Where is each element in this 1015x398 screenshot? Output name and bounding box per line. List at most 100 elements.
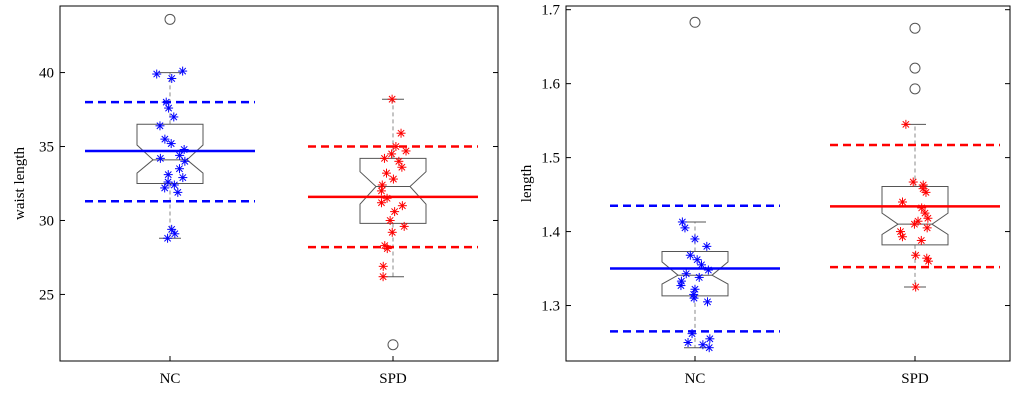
- waist-length-spd-data-point: [391, 142, 401, 152]
- waist-length-nc-data-point: [167, 73, 177, 83]
- asterisk-stroke: [688, 330, 696, 338]
- length-nc-data-point: [687, 329, 697, 339]
- length-nc-data-point: [698, 340, 708, 350]
- asterisk-stroke: [377, 187, 385, 195]
- asterisk-stroke: [179, 67, 187, 75]
- waist-length-nc-data-point: [174, 164, 184, 174]
- length-spd-data-point: [897, 232, 907, 242]
- waist-length-spd-data-point: [390, 207, 400, 217]
- asterisk-stroke: [912, 283, 920, 291]
- asterisk-stroke: [180, 145, 188, 153]
- asterisk-stroke: [168, 225, 176, 233]
- asterisk-stroke: [379, 262, 387, 270]
- asterisk-stroke: [400, 222, 408, 230]
- waist-length-spd-data-point: [387, 227, 397, 237]
- asterisk-stroke: [386, 216, 394, 224]
- waist-length-nc-outlier: [164, 13, 176, 25]
- waist-length-spd-data-point: [376, 186, 386, 196]
- waist-length-spd-data-point: [378, 261, 388, 271]
- waist-length-nc-data-point: [163, 233, 173, 243]
- asterisk-stroke: [699, 341, 707, 349]
- asterisk-stroke: [388, 150, 396, 158]
- waist-length-nc-data-point: [160, 134, 170, 144]
- waist-length-spd-xtick-label: SPD: [379, 371, 407, 387]
- asterisk-stroke: [917, 236, 925, 244]
- asterisk-stroke: [398, 163, 406, 171]
- waist-length-nc-data-point: [155, 121, 165, 131]
- asterisk-stroke: [910, 220, 918, 228]
- asterisk-stroke: [170, 181, 178, 189]
- length-nc-data-point: [680, 223, 690, 233]
- length-nc-outlier: [689, 16, 701, 28]
- length-nc-data-point: [702, 297, 712, 307]
- asterisk-stroke: [898, 198, 906, 206]
- asterisk-stroke: [175, 165, 183, 173]
- waist-length-nc-data-point: [160, 183, 170, 193]
- asterisk-stroke: [690, 294, 698, 302]
- waist-length-spd-data-point: [378, 272, 388, 282]
- asterisk-stroke: [922, 188, 930, 196]
- waist-length-nc-data-point: [178, 66, 188, 76]
- length-spd-notched-box: [881, 186, 949, 246]
- length-nc-data-point: [704, 343, 714, 353]
- length-nc-data-point: [694, 272, 704, 282]
- asterisk-stroke: [388, 95, 396, 103]
- length-nc-data-point: [703, 265, 713, 275]
- asterisk-stroke: [921, 209, 929, 217]
- length-axes-box: [565, 5, 1011, 362]
- waist-length-ytick-label: 35: [39, 140, 54, 156]
- asterisk-stroke: [171, 230, 179, 238]
- asterisk-stroke: [919, 185, 927, 193]
- length-nc-data-point: [690, 234, 700, 244]
- waist-length-nc-data-point: [170, 229, 180, 239]
- length-spd-xtick-label: SPD: [901, 371, 929, 387]
- length-nc-data-point: [702, 241, 712, 251]
- length-ytick-label: 1.6: [541, 77, 560, 93]
- asterisk-stroke: [382, 169, 390, 177]
- length-spd-data-point: [897, 197, 907, 207]
- length-nc-data-point: [683, 338, 693, 348]
- waist-length-nc-data-point: [179, 144, 189, 154]
- asterisk-stroke: [684, 339, 692, 347]
- waist-length-nc-data-point: [169, 112, 179, 122]
- waist-length-spd-data-point: [399, 221, 409, 231]
- asterisk-stroke: [378, 181, 386, 189]
- asterisk-stroke: [395, 157, 403, 165]
- asterisk-stroke: [161, 184, 169, 192]
- length-ytick-label: 1.5: [541, 151, 560, 167]
- asterisk-stroke: [706, 335, 714, 343]
- asterisk-stroke: [164, 234, 172, 242]
- asterisk-stroke: [156, 122, 164, 130]
- asterisk-stroke: [924, 257, 932, 265]
- waist-length-spd-data-point: [388, 174, 398, 184]
- asterisk-stroke: [909, 178, 917, 186]
- asterisk-stroke: [380, 154, 388, 162]
- waist-length-spd-notched-box: [359, 157, 427, 224]
- asterisk-stroke: [923, 224, 931, 232]
- asterisk-stroke: [383, 194, 391, 202]
- waist-length-spd-data-point: [401, 146, 411, 156]
- asterisk-stroke: [389, 175, 397, 183]
- asterisk-stroke: [161, 135, 169, 143]
- asterisk-stroke: [695, 273, 703, 281]
- asterisk-stroke: [170, 113, 178, 121]
- waist-length-ytick-label: 40: [39, 66, 54, 82]
- asterisk-stroke: [167, 140, 175, 148]
- waist-length-ytick-label: 30: [39, 213, 54, 229]
- length-nc-data-point: [689, 293, 699, 303]
- length-nc-data-point: [705, 334, 715, 344]
- waist-length-spd-data-point: [379, 153, 389, 163]
- waist-length-spd-data-point: [387, 149, 397, 159]
- asterisk-stroke: [677, 282, 685, 290]
- asterisk-stroke: [156, 154, 164, 162]
- asterisk-stroke: [397, 129, 405, 137]
- waist-length-spd-data-point: [382, 193, 392, 203]
- waist-length-spd-data-point: [376, 198, 386, 208]
- waist-length-nc-data-point: [173, 187, 183, 197]
- asterisk-stroke: [388, 228, 396, 236]
- waist-length-nc-data-point: [178, 173, 188, 183]
- asterisk-stroke: [924, 214, 932, 222]
- asterisk-stroke: [705, 344, 713, 352]
- asterisk-stroke: [896, 228, 904, 236]
- asterisk-stroke: [898, 233, 906, 241]
